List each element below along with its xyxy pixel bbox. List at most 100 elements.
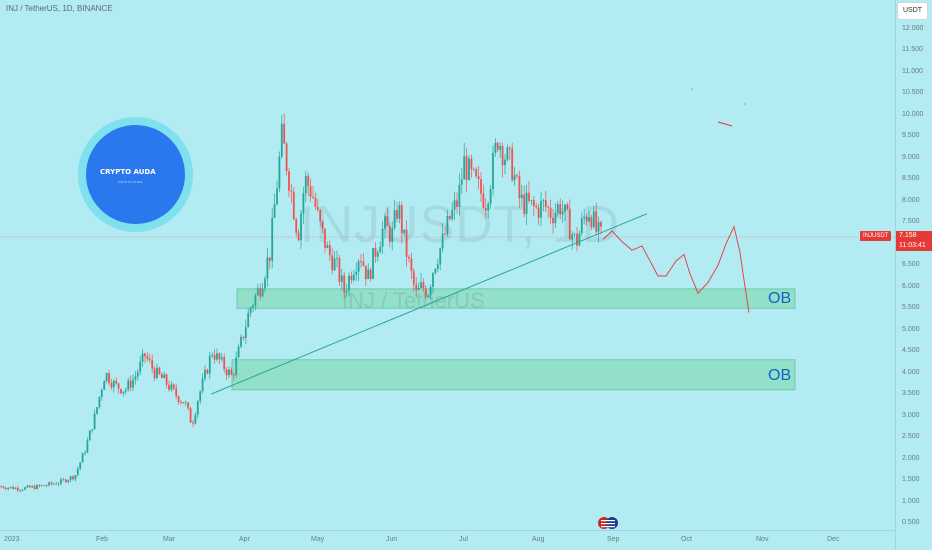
candle-body — [84, 452, 86, 454]
candle-body — [67, 480, 70, 483]
candle-body — [590, 217, 593, 227]
candle-body — [0, 486, 2, 488]
candle-body — [333, 258, 336, 271]
candle-body — [360, 261, 362, 263]
candle-body — [259, 288, 262, 297]
candle-body — [576, 233, 578, 246]
candle-body — [403, 229, 406, 234]
candle-body — [492, 152, 494, 189]
logo-text: CRYPTO AUDA — [100, 168, 156, 176]
candle-body — [300, 213, 302, 241]
candle-body — [254, 295, 257, 306]
currency-button[interactable]: USDT — [897, 2, 928, 20]
candle-body — [412, 271, 415, 285]
candle-body — [201, 378, 204, 392]
candle-body — [28, 485, 31, 488]
candle-body — [182, 402, 185, 404]
candle-body — [508, 147, 511, 149]
candle-body — [60, 479, 62, 484]
candle-body — [204, 369, 206, 379]
watermark-ticker: INJUSDT, 1D — [300, 196, 621, 254]
candle-body — [496, 142, 499, 150]
chart-area[interactable] — [0, 0, 895, 530]
candle-body — [345, 290, 348, 293]
candle-body — [124, 389, 127, 392]
candle-body — [57, 483, 60, 485]
candle-body — [244, 327, 247, 339]
candle-body — [535, 206, 538, 208]
candle-body — [55, 483, 58, 485]
candle-body — [338, 258, 341, 283]
candle-body — [312, 196, 314, 198]
candle-body — [427, 295, 430, 297]
candle-body — [232, 374, 235, 376]
candle-body — [384, 216, 386, 229]
candle-body — [357, 261, 360, 272]
candle-body — [120, 388, 122, 394]
candle-body — [499, 145, 502, 150]
candle-body — [542, 200, 545, 202]
us-flag-events-icon[interactable] — [598, 516, 618, 530]
candle-body — [91, 429, 94, 431]
candle-body — [324, 228, 326, 248]
candle-body — [98, 396, 101, 408]
symbol-badge: INJUSDT — [860, 231, 892, 241]
candle-body — [199, 391, 202, 402]
candle-body — [309, 186, 312, 197]
candle-body — [194, 414, 197, 424]
candle-body — [480, 179, 482, 194]
candle-body — [189, 408, 192, 423]
time-tick: Feb — [96, 536, 109, 543]
candle-body — [278, 156, 281, 189]
candle-body — [163, 374, 166, 379]
candle-body — [429, 286, 432, 296]
candle-body — [288, 171, 290, 191]
candle-body — [240, 336, 242, 347]
candle-body — [530, 200, 533, 201]
candle-body — [364, 265, 367, 280]
time-tick: Jun — [386, 536, 398, 543]
time-axis[interactable] — [0, 530, 895, 550]
price-tick: 8.000 — [902, 196, 920, 204]
price-tick: 11.500 — [902, 46, 923, 54]
candle-body — [487, 203, 490, 211]
candle-body — [523, 194, 526, 215]
logo-subtext: CRYPTO AUDA — [118, 180, 143, 184]
candle-body — [537, 207, 540, 218]
candle-body — [350, 275, 353, 281]
candle-body — [559, 204, 562, 215]
price-tick: 1.500 — [902, 476, 920, 484]
candle-body — [122, 391, 125, 394]
candle-body — [170, 384, 173, 390]
candle-body — [432, 273, 434, 287]
price-tick: 9.000 — [902, 153, 920, 161]
candle-body — [295, 219, 298, 233]
candle-body — [256, 288, 259, 296]
candle-body — [69, 476, 72, 481]
price-chart[interactable] — [0, 0, 895, 530]
candle-body — [292, 191, 295, 220]
candle-body — [552, 217, 554, 224]
candle-body — [110, 383, 113, 388]
candle-body — [369, 269, 372, 280]
candle-body — [494, 142, 497, 153]
candle-body — [304, 175, 307, 194]
candle-body — [19, 490, 22, 492]
candle-body — [52, 483, 55, 485]
candle-body — [585, 216, 588, 222]
candle-body — [2, 486, 5, 489]
candle-body — [592, 211, 595, 227]
candle-body — [513, 175, 516, 181]
candle-body — [177, 396, 180, 403]
price-axis[interactable] — [895, 0, 932, 550]
price-tick: 5.000 — [902, 325, 920, 333]
time-tick: 2023 — [4, 536, 20, 543]
time-tick: Aug — [532, 536, 545, 543]
candle-body — [62, 479, 65, 481]
candle-body — [290, 190, 293, 192]
candle-body — [580, 218, 583, 234]
price-tick: 4.500 — [902, 347, 920, 355]
candle-body — [247, 313, 250, 328]
candle-body — [528, 192, 530, 201]
candle-body — [21, 489, 24, 491]
